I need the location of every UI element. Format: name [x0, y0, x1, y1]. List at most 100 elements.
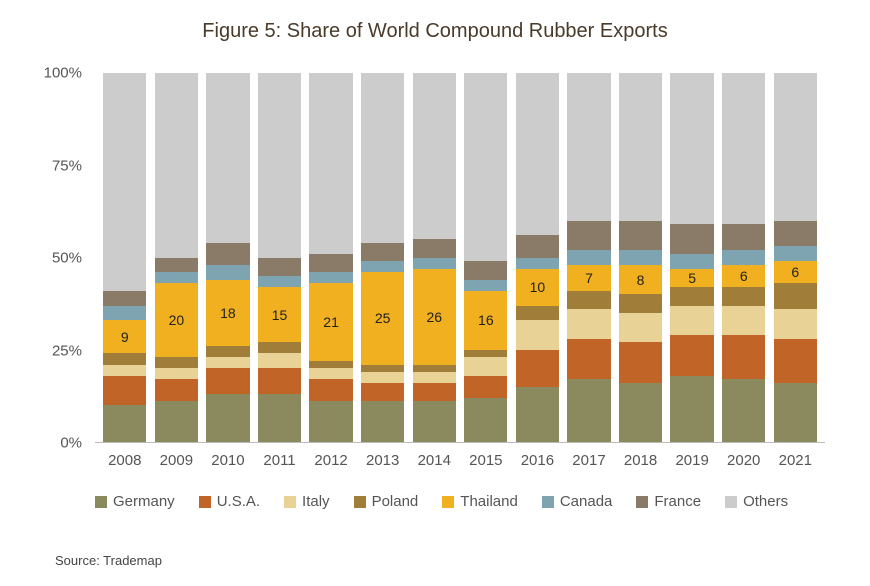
bar-group: 162015 — [460, 73, 512, 442]
bar-segment-germany — [774, 383, 817, 442]
bar-segment-germany — [619, 383, 662, 442]
bar-segment-usa — [155, 379, 198, 401]
bar-segment-thailand: 20 — [155, 283, 198, 357]
bar-segment-poland — [774, 283, 817, 309]
bar-segment-germany — [670, 376, 713, 442]
bar-segment-france — [516, 235, 559, 257]
bar-value-label: 15 — [272, 307, 288, 323]
bar-segment-poland — [258, 342, 301, 353]
bar-segment-others — [516, 73, 559, 235]
x-tick-label: 2013 — [366, 452, 399, 469]
bar-group: 182010 — [202, 73, 254, 442]
bar-segment-thailand: 25 — [361, 272, 404, 364]
bar-segment-others — [619, 73, 662, 221]
bar-segment-usa — [774, 339, 817, 383]
legend-item: Thailand — [442, 493, 518, 510]
bar-segment-italy — [774, 309, 817, 339]
bar-segment-germany — [103, 405, 146, 442]
legend-label: Italy — [302, 493, 330, 510]
bar-segment-thailand: 21 — [309, 283, 352, 360]
bar-segment-poland — [464, 350, 507, 357]
bar-segment-france — [722, 224, 765, 250]
bar-segment-others — [206, 73, 249, 243]
bar-value-label: 7 — [585, 270, 593, 286]
bar-segment-germany — [309, 401, 352, 442]
legend-item: Italy — [284, 493, 330, 510]
legend-swatch — [725, 496, 737, 508]
bar-group: 82018 — [615, 73, 667, 442]
bar-segment-germany — [361, 401, 404, 442]
bar-segment-italy — [722, 306, 765, 336]
bar-segment-germany — [722, 379, 765, 442]
bar-segment-canada — [309, 272, 352, 283]
bar-segment-poland — [361, 365, 404, 372]
bar-value-label: 25 — [375, 310, 391, 326]
y-tick-label: 50% — [52, 250, 82, 267]
legend-swatch — [542, 496, 554, 508]
bar-segment-italy — [206, 357, 249, 368]
bar-segment-france — [206, 243, 249, 265]
bar-segment-others — [361, 73, 404, 243]
bar-group: 102016 — [512, 73, 564, 442]
y-tick-label: 25% — [52, 342, 82, 359]
bar-segment-usa — [103, 376, 146, 406]
source-note: Source: Trademap — [55, 553, 162, 568]
bar-segment-thailand: 18 — [206, 280, 249, 346]
bar-segment-poland — [516, 306, 559, 321]
bar-value-label: 6 — [740, 268, 748, 284]
bar-segment-italy — [619, 313, 662, 343]
bar-segment-italy — [103, 365, 146, 376]
bar-segment-thailand: 10 — [516, 269, 559, 306]
bar-group: 62020 — [718, 73, 770, 442]
bar-segment-italy — [567, 309, 610, 339]
bar-segment-others — [464, 73, 507, 261]
bar-segment-poland — [722, 287, 765, 305]
bar-segment-france — [619, 221, 662, 251]
bar-value-label: 20 — [169, 312, 185, 328]
bar-segment-france — [155, 258, 198, 273]
stacked-bar: 6 — [774, 73, 817, 442]
bar-group: 212012 — [305, 73, 357, 442]
legend-label: Canada — [560, 493, 613, 510]
bar-segment-usa — [361, 383, 404, 401]
legend-item: Poland — [354, 493, 419, 510]
legend-swatch — [354, 496, 366, 508]
bar-segment-usa — [206, 368, 249, 394]
legend-swatch — [95, 496, 107, 508]
bar-segment-thailand: 5 — [670, 269, 713, 287]
stacked-bar: 10 — [516, 73, 559, 442]
bar-segment-poland — [206, 346, 249, 357]
legend-item: Germany — [95, 493, 175, 510]
bar-segment-italy — [670, 306, 713, 336]
bar-segment-italy — [309, 368, 352, 379]
legend-label: France — [654, 493, 701, 510]
y-tick-label: 0% — [60, 435, 82, 452]
bar-segment-usa — [722, 335, 765, 379]
legend-swatch — [636, 496, 648, 508]
bar-segment-others — [413, 73, 456, 239]
bar-segment-usa — [567, 339, 610, 380]
bar-segment-canada — [206, 265, 249, 280]
bar-segment-thailand: 8 — [619, 265, 662, 295]
x-tick-label: 2012 — [314, 452, 347, 469]
bar-segment-france — [103, 291, 146, 306]
bar-value-label: 10 — [530, 279, 546, 295]
bar-segment-thailand: 15 — [258, 287, 301, 342]
bar-segment-germany — [413, 401, 456, 442]
bar-segment-others — [722, 73, 765, 224]
legend-label: Poland — [372, 493, 419, 510]
bar-segment-thailand: 9 — [103, 320, 146, 353]
legend-item: Others — [725, 493, 788, 510]
bar-segment-usa — [464, 376, 507, 398]
bar-group: 152011 — [254, 73, 306, 442]
x-tick-label: 2020 — [727, 452, 760, 469]
bar-segment-canada — [670, 254, 713, 269]
bar-value-label: 18 — [220, 305, 236, 321]
legend-swatch — [284, 496, 296, 508]
bar-segment-others — [258, 73, 301, 258]
bar-segment-usa — [516, 350, 559, 387]
stacked-bar: 16 — [464, 73, 507, 442]
bar-segment-others — [309, 73, 352, 254]
bar-segment-germany — [464, 398, 507, 442]
bar-segment-usa — [670, 335, 713, 376]
